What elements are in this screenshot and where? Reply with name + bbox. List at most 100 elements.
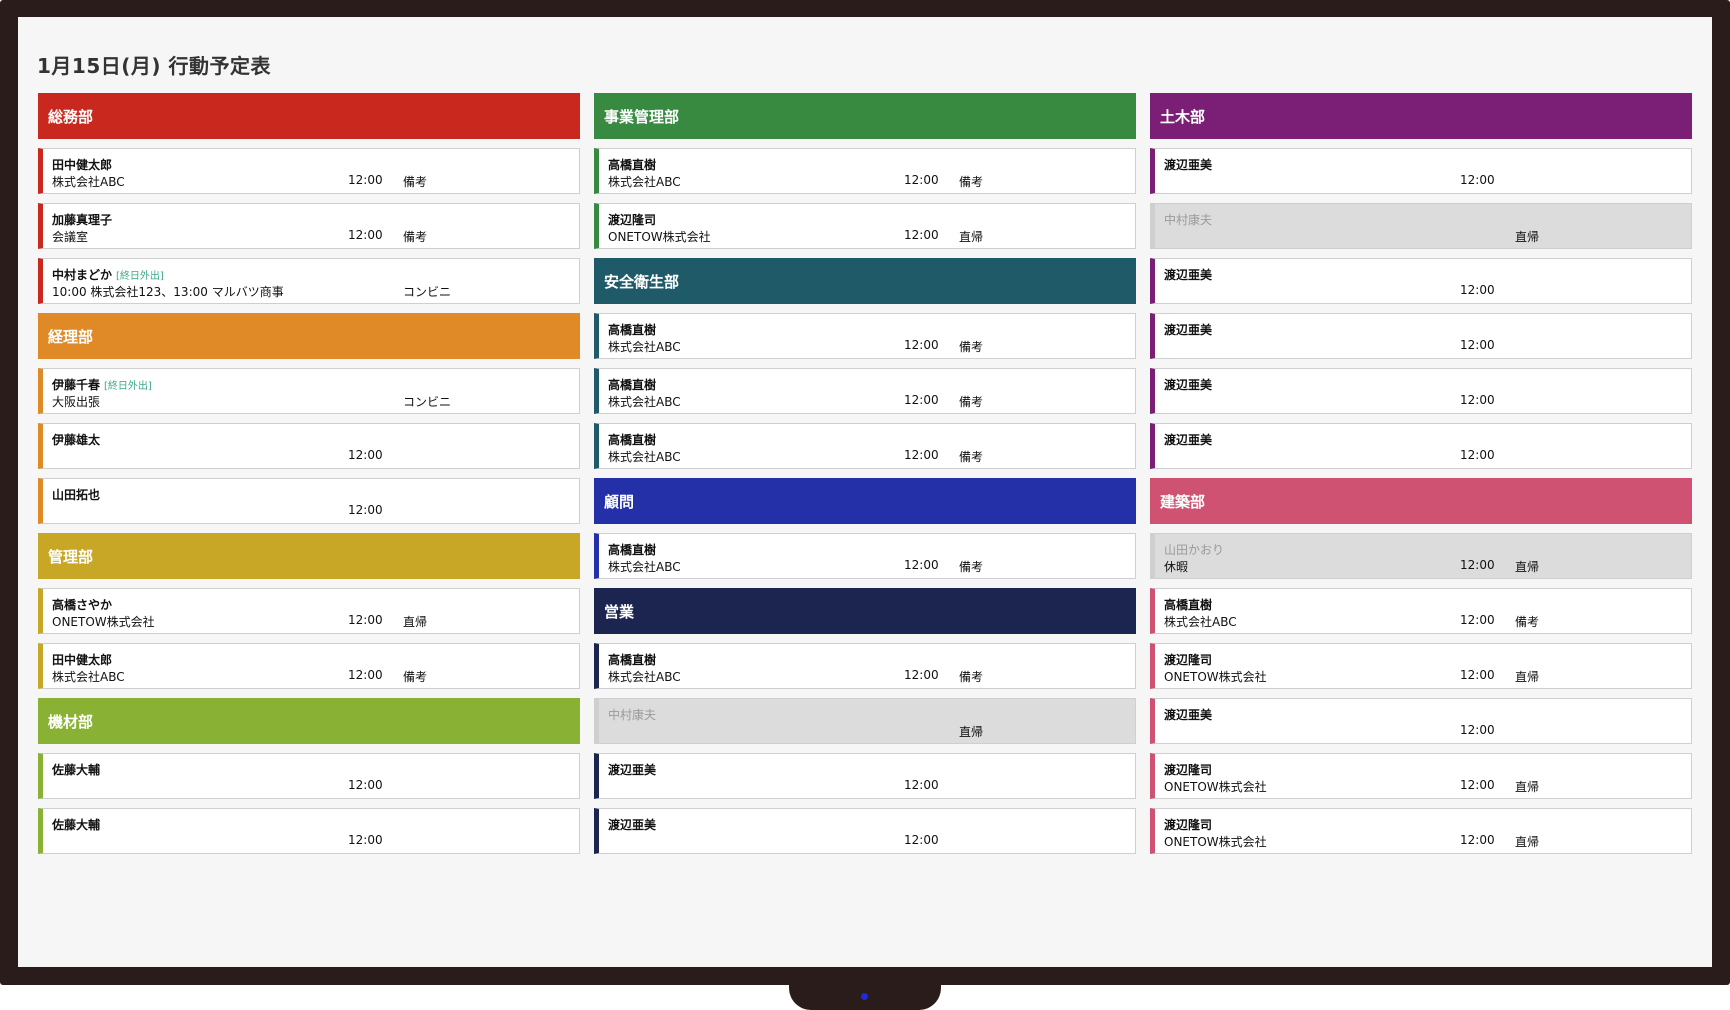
member-note: 直帰 <box>1515 560 1540 574</box>
member-name-row: 高橋直樹 <box>1164 596 1212 613</box>
member-card[interactable]: 渡辺亜美 12:00 <box>1150 313 1692 359</box>
member-card[interactable]: 高橋直樹 株式会社ABC 12:00 備考 <box>594 533 1136 579</box>
member-name: 高橋直樹 <box>608 543 657 557</box>
department-header[interactable]: 事業管理部 <box>594 93 1136 139</box>
member-card[interactable]: 渡辺隆司 ONETOW株式会社 12:00 直帰 <box>1150 643 1692 689</box>
member-return-time: 12:00 <box>1460 668 1495 682</box>
department-header[interactable]: 営業 <box>594 588 1136 634</box>
member-name: 渡辺亜美 <box>608 763 657 777</box>
member-name: 渡辺亜美 <box>1164 268 1213 282</box>
member-name-row: 伊藤雄太 <box>52 431 100 448</box>
member-card[interactable]: 高橋直樹 株式会社ABC 12:00 備考 <box>594 313 1136 359</box>
member-name: 高橋直樹 <box>608 433 657 447</box>
member-note: 直帰 <box>1515 670 1540 684</box>
member-card[interactable]: 渡辺亜美 12:00 <box>1150 148 1692 194</box>
member-card[interactable]: 加藤真理子 会議室 12:00 備考 <box>38 203 580 249</box>
member-note: 備考 <box>959 340 984 354</box>
member-card[interactable]: 中村まどか [終日外出] 10:00 株式会社123、13:00 マルバツ商事 コンビ… <box>38 258 580 304</box>
member-name-row: 高橋直樹 <box>608 321 656 338</box>
department-header[interactable]: 管理部 <box>38 533 580 579</box>
member-name-row: 高橋さやか <box>52 596 112 613</box>
member-card[interactable]: 渡辺亜美 12:00 <box>1150 368 1692 414</box>
member-card[interactable]: 中村康夫 直帰 <box>594 698 1136 744</box>
member-card[interactable]: 渡辺隆司 ONETOW株式会社 12:00 直帰 <box>1150 753 1692 799</box>
member-note: コンビニ <box>403 285 452 299</box>
member-return-time: 12:00 <box>1460 338 1495 352</box>
member-card[interactable]: 佐藤大輔 12:00 <box>38 753 580 799</box>
member-card[interactable]: 渡辺亜美 12:00 <box>1150 698 1692 744</box>
member-name-row: 渡辺隆司 <box>1164 761 1212 778</box>
member-name: 渡辺亜美 <box>1164 378 1213 392</box>
member-card[interactable]: 佐藤大輔 12:00 <box>38 808 580 854</box>
member-card[interactable]: 田中健太郎 株式会社ABC 12:00 備考 <box>38 643 580 689</box>
member-return-time: 12:00 <box>904 338 939 352</box>
member-destination: 大阪出張 <box>52 395 101 409</box>
department-header[interactable]: 経理部 <box>38 313 580 359</box>
member-return-time: 12:00 <box>1460 723 1495 737</box>
member-name: 渡辺亜美 <box>1164 708 1213 722</box>
member-card[interactable]: 伊藤千春 [終日外出] 大阪出張 コンビニ <box>38 368 580 414</box>
department-header[interactable]: 顧問 <box>594 478 1136 524</box>
member-name-row: 渡辺亜美 <box>1164 266 1212 283</box>
member-name: 伊藤雄太 <box>52 433 101 447</box>
department-header[interactable]: 土木部 <box>1150 93 1692 139</box>
member-card[interactable]: 渡辺亜美 12:00 <box>594 753 1136 799</box>
member-return-time: 12:00 <box>348 228 383 242</box>
member-name: 高橋直樹 <box>608 653 657 667</box>
member-name-row: 加藤真理子 <box>52 211 112 228</box>
member-card[interactable]: 山田拓也 12:00 <box>38 478 580 524</box>
member-card[interactable]: 渡辺亜美 12:00 <box>1150 258 1692 304</box>
power-indicator-icon <box>861 993 868 1000</box>
member-name-row: 佐藤大輔 <box>52 816 100 833</box>
department-header[interactable]: 安全衛生部 <box>594 258 1136 304</box>
member-card[interactable]: 渡辺隆司 ONETOW株式会社 12:00 直帰 <box>1150 808 1692 854</box>
member-card[interactable]: 高橋直樹 株式会社ABC 12:00 備考 <box>594 148 1136 194</box>
member-card[interactable]: 高橋直樹 株式会社ABC 12:00 備考 <box>594 368 1136 414</box>
member-destination: 会議室 <box>52 230 89 244</box>
department-header[interactable]: 建築部 <box>1150 478 1692 524</box>
member-destination: 株式会社ABC <box>608 395 681 409</box>
member-card[interactable]: 渡辺隆司 ONETOW株式会社 12:00 直帰 <box>594 203 1136 249</box>
member-name: 高橋さやか <box>52 598 113 612</box>
member-card[interactable]: 高橋直樹 株式会社ABC 12:00 備考 <box>594 643 1136 689</box>
member-name: 中村康夫 <box>608 708 657 722</box>
member-name-row: 佐藤大輔 <box>52 761 100 778</box>
all-day-out-badge: [終日外出] <box>104 381 152 392</box>
member-name-row: 田中健太郎 <box>52 156 112 173</box>
member-destination: 株式会社ABC <box>1164 615 1237 629</box>
department-header[interactable]: 総務部 <box>38 93 580 139</box>
member-name: 田中健太郎 <box>52 158 113 172</box>
member-name-row: 渡辺亜美 <box>1164 706 1212 723</box>
member-name-row: 中村まどか [終日外出] <box>52 266 164 283</box>
member-return-time: 12:00 <box>1460 613 1495 627</box>
member-name: 中村康夫 <box>1164 213 1213 227</box>
member-name: 渡辺隆司 <box>608 213 657 227</box>
member-return-time: 12:00 <box>348 503 383 517</box>
member-note: 備考 <box>959 670 984 684</box>
member-name-row: 渡辺隆司 <box>1164 651 1212 668</box>
member-card[interactable]: 中村康夫直帰 <box>1150 203 1692 249</box>
all-day-out-badge: [終日外出] <box>116 271 164 282</box>
member-name: 伊藤千春 <box>52 378 101 392</box>
member-return-time: 12:00 <box>904 173 939 187</box>
member-card[interactable]: 伊藤雄太 12:00 <box>38 423 580 469</box>
member-card[interactable]: 田中健太郎 株式会社ABC 12:00 備考 <box>38 148 580 194</box>
member-card[interactable]: 高橋直樹 株式会社ABC 12:00 備考 <box>1150 588 1692 634</box>
member-card[interactable]: 渡辺亜美 12:00 <box>1150 423 1692 469</box>
member-card[interactable]: 高橋さやか ONETOW株式会社 12:00 直帰 <box>38 588 580 634</box>
member-note: 備考 <box>959 395 984 409</box>
member-destination: ONETOW株式会社 <box>608 230 711 244</box>
member-name-row: 山田拓也 <box>52 486 100 503</box>
member-card[interactable]: 渡辺亜美 12:00 <box>594 808 1136 854</box>
member-note: 直帰 <box>1515 230 1540 244</box>
member-note: 備考 <box>959 450 984 464</box>
member-name-row: 伊藤千春 [終日外出] <box>52 376 152 393</box>
member-return-time: 12:00 <box>348 778 383 792</box>
member-name: 中村まどか <box>52 268 113 282</box>
department-header[interactable]: 機材部 <box>38 698 580 744</box>
member-name-row: 高橋直樹 <box>608 431 656 448</box>
member-card[interactable]: 高橋直樹 株式会社ABC 12:00 備考 <box>594 423 1136 469</box>
member-return-time: 12:00 <box>348 668 383 682</box>
member-return-time: 12:00 <box>1460 558 1495 572</box>
member-card[interactable]: 山田かおり 休暇 12:00 直帰 <box>1150 533 1692 579</box>
